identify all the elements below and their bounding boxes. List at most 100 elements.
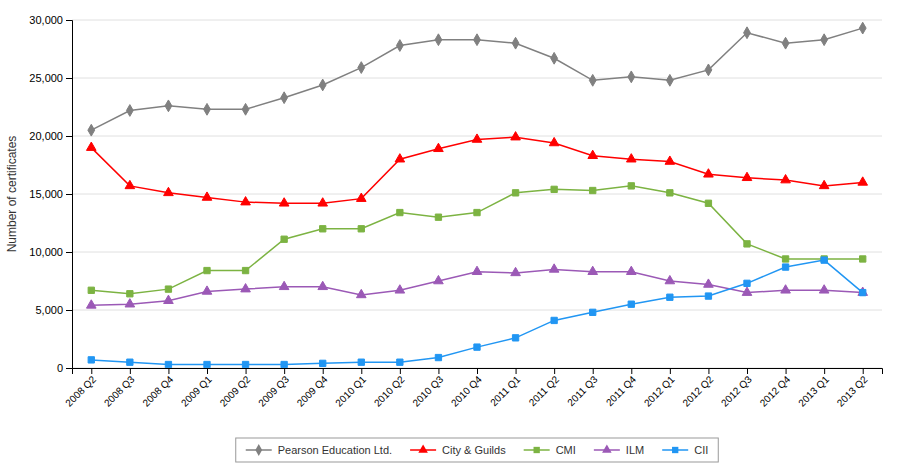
data-point: [204, 361, 210, 367]
data-point: [819, 285, 829, 293]
data-point: [628, 183, 634, 189]
y-tick-label: 30,000: [29, 14, 63, 26]
data-point: [665, 275, 675, 283]
grid-line: [72, 78, 882, 79]
x-tick: 2011 Q1: [488, 368, 523, 408]
x-axis: 2008 Q22008 Q32008 Q42009 Q12009 Q22009 …: [63, 368, 882, 409]
data-point: [588, 266, 598, 274]
data-point: [474, 344, 480, 350]
data-point: [705, 200, 711, 206]
data-point: [665, 156, 675, 164]
y-axis: 05,00010,00015,00020,00025,00030,000: [29, 14, 72, 374]
x-tick-label: 2012 Q3: [719, 373, 754, 408]
data-point: [435, 214, 441, 220]
data-point: [819, 180, 829, 188]
y-tick-label: 25,000: [29, 72, 63, 84]
data-point: [358, 359, 364, 365]
y-axis-title: Number of certificates: [5, 136, 19, 253]
legend-item: Pearson Education Ltd.: [246, 444, 392, 456]
x-tick-label: 2011 Q1: [488, 373, 523, 408]
data-point: [512, 335, 518, 341]
y-tick-mark: [66, 194, 72, 195]
y-tick: 10,000: [29, 246, 72, 258]
legend-marker: [672, 447, 678, 453]
legend-label: ILM: [626, 444, 644, 456]
data-point: [281, 236, 287, 242]
x-tick: 2008 Q4: [140, 368, 175, 409]
y-tick-mark: [66, 252, 72, 253]
series-line: [91, 260, 862, 364]
x-tick: 2012 Q2: [680, 368, 715, 409]
y-tick-mark: [66, 78, 72, 79]
x-tick-mark: [246, 368, 247, 374]
x-tick-label: 2013 Q2: [835, 373, 870, 408]
x-tick-label: 2009 Q3: [256, 373, 291, 408]
y-tick-label: 20,000: [29, 130, 63, 142]
y-tick-label: 0: [57, 362, 63, 374]
data-point: [242, 361, 248, 367]
x-tick-label: 2012 Q4: [758, 373, 793, 408]
data-point: [125, 180, 135, 188]
x-tick-mark: [708, 368, 709, 374]
y-tick: 15,000: [29, 188, 72, 200]
plot-area: 05,00010,00015,00020,00025,00030,0002008…: [5, 14, 883, 409]
data-point: [474, 34, 481, 46]
x-tick-mark: [477, 368, 478, 374]
data-point: [125, 299, 135, 307]
x-tick-label: 2009 Q1: [179, 373, 214, 408]
data-point: [164, 187, 174, 195]
data-point: [858, 177, 868, 185]
data-point: [781, 175, 791, 183]
data-point: [704, 279, 714, 287]
data-point: [356, 193, 366, 201]
x-tick-label: 2009 Q4: [295, 373, 330, 408]
data-point: [628, 301, 634, 307]
data-point: [241, 197, 251, 205]
x-tick-label: 2008 Q3: [102, 373, 137, 408]
x-tick-label: 2008 Q2: [63, 373, 98, 408]
x-tick-mark: [284, 368, 285, 374]
y-tick: 25,000: [29, 72, 72, 84]
data-point: [512, 37, 519, 49]
legend-frame: [236, 438, 719, 462]
data-point: [821, 257, 827, 263]
data-point: [395, 285, 405, 293]
data-point: [279, 198, 289, 206]
data-point: [551, 317, 557, 323]
data-point: [704, 169, 714, 177]
data-point: [281, 92, 288, 104]
data-point: [742, 287, 752, 295]
data-point: [358, 62, 365, 74]
x-tick: 2009 Q2: [218, 368, 253, 409]
data-point: [590, 187, 596, 193]
data-point: [782, 264, 788, 270]
x-tick-label: 2010 Q2: [372, 373, 407, 408]
x-tick: 2011 Q2: [527, 368, 562, 408]
x-tick-mark: [207, 368, 208, 374]
x-tick-mark: [863, 368, 864, 374]
x-tick: 2011 Q4: [604, 368, 639, 408]
x-tick-mark: [323, 368, 324, 374]
data-point: [860, 289, 866, 295]
legend-label: CII: [694, 444, 708, 456]
legend-marker: [418, 444, 428, 452]
data-point: [86, 300, 96, 308]
x-tick-label: 2012 Q2: [680, 373, 715, 408]
data-point: [241, 284, 251, 292]
series: [88, 257, 866, 368]
y-tick: 20,000: [29, 130, 72, 142]
data-point: [512, 190, 518, 196]
data-point: [396, 40, 403, 52]
data-point: [705, 293, 711, 299]
x-tick-label: 2010 Q4: [449, 373, 484, 408]
legend-marker: [602, 444, 612, 452]
x-tick-label: 2010 Q1: [333, 373, 368, 408]
x-tick-mark: [168, 368, 169, 374]
y-tick: 0: [57, 362, 72, 374]
x-tick-mark: [438, 368, 439, 374]
x-tick-mark: [593, 368, 594, 374]
data-point: [744, 27, 751, 39]
data-point: [397, 209, 403, 215]
x-tick: 2009 Q1: [179, 368, 214, 409]
x-tick-label: 2012 Q1: [642, 373, 677, 408]
